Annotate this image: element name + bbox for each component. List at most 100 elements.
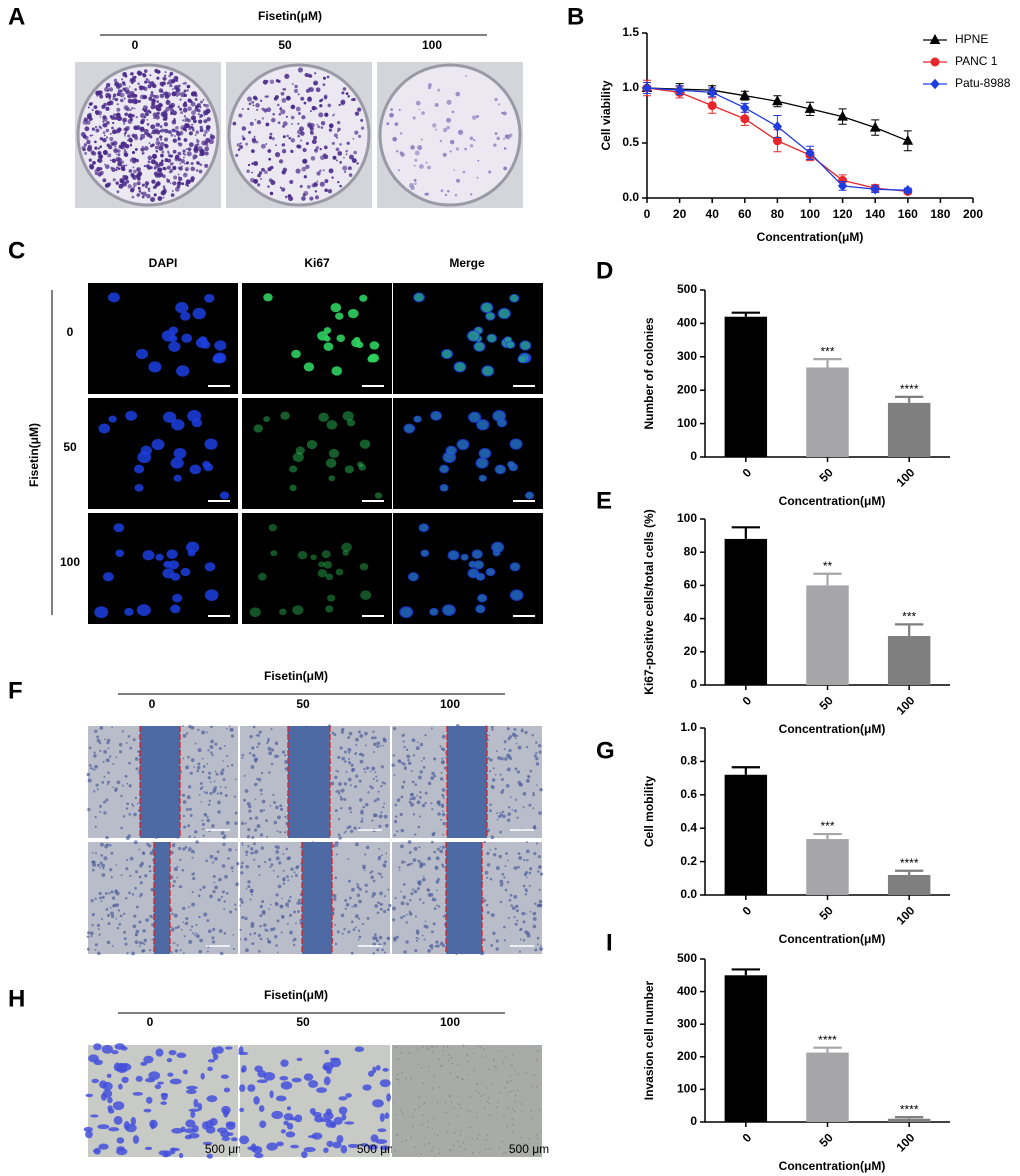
colony xyxy=(281,187,286,192)
ki67 xyxy=(409,572,418,581)
colony xyxy=(286,134,289,138)
cell xyxy=(182,800,187,804)
cell xyxy=(134,940,139,944)
colony xyxy=(449,139,455,145)
colony xyxy=(337,127,341,132)
colony xyxy=(142,105,148,111)
colony xyxy=(277,79,281,83)
invaded-cell xyxy=(280,1129,286,1134)
cell xyxy=(141,949,145,953)
cell xyxy=(351,769,354,773)
cell xyxy=(525,778,530,783)
cell xyxy=(413,889,418,894)
pore xyxy=(479,1095,482,1098)
cell xyxy=(259,833,264,837)
cell xyxy=(253,759,258,763)
pore xyxy=(396,1133,399,1136)
colony xyxy=(166,92,172,97)
nucleus xyxy=(418,523,430,533)
cell xyxy=(264,860,267,864)
colony xyxy=(285,115,288,118)
ki67 xyxy=(421,550,429,557)
y-tick-label: 60 xyxy=(684,578,698,592)
cell xyxy=(381,781,384,784)
cell xyxy=(406,902,410,906)
cell xyxy=(103,856,108,861)
cell xyxy=(110,890,114,894)
pore xyxy=(412,1125,415,1127)
colony xyxy=(111,158,117,163)
invaded-cell xyxy=(269,1090,274,1099)
cell xyxy=(374,936,378,940)
y-axis-label: Number of colonies xyxy=(642,317,656,429)
cell xyxy=(289,913,293,917)
cell xyxy=(490,944,494,947)
cell xyxy=(335,853,338,856)
cell xyxy=(407,758,410,762)
colony xyxy=(179,98,182,101)
cell xyxy=(241,861,244,865)
pore xyxy=(409,1136,412,1139)
colony xyxy=(133,185,136,188)
pore xyxy=(469,1096,471,1098)
colony xyxy=(187,106,192,111)
cell xyxy=(287,856,291,860)
cell xyxy=(135,870,139,874)
panel-letter: A xyxy=(8,3,25,30)
colony xyxy=(130,99,136,104)
cell xyxy=(282,869,285,872)
colony xyxy=(351,158,357,163)
colony xyxy=(272,112,276,116)
cell xyxy=(372,813,377,818)
cell xyxy=(240,900,244,904)
ki67 xyxy=(291,349,301,359)
cell xyxy=(251,942,255,945)
colony xyxy=(112,93,117,97)
pore xyxy=(431,1149,433,1152)
cell xyxy=(124,942,128,946)
colony xyxy=(415,100,421,106)
colony xyxy=(300,131,305,136)
cell xyxy=(128,761,131,765)
cell xyxy=(124,774,128,778)
cell xyxy=(358,899,362,904)
cell xyxy=(507,755,512,760)
cell xyxy=(86,935,90,938)
cell xyxy=(440,818,442,821)
pore xyxy=(400,1051,403,1054)
cell xyxy=(279,804,283,808)
colony xyxy=(303,175,307,179)
cell xyxy=(509,893,513,897)
nucleus xyxy=(136,604,151,617)
colony xyxy=(335,159,338,162)
invaded-cell xyxy=(263,1071,276,1081)
invaded-cell xyxy=(144,1146,153,1151)
cell xyxy=(277,951,279,954)
pore xyxy=(462,1044,465,1046)
pore xyxy=(509,1080,512,1082)
colony xyxy=(278,159,284,164)
colony xyxy=(132,182,137,187)
invaded-cell xyxy=(323,1076,331,1086)
colony xyxy=(185,123,190,128)
colony xyxy=(195,104,199,109)
cell xyxy=(513,866,518,870)
cell xyxy=(187,755,190,759)
colony xyxy=(261,117,265,120)
invaded-cell xyxy=(88,1054,99,1063)
cell xyxy=(343,831,346,834)
cell xyxy=(535,751,538,755)
cell xyxy=(377,790,380,793)
cell xyxy=(111,945,114,947)
cell xyxy=(430,776,434,781)
cell xyxy=(129,856,134,861)
column-label: 100 xyxy=(440,697,460,711)
pore xyxy=(420,1066,423,1069)
x-axis-label: Concentration(μM) xyxy=(779,1159,886,1173)
cell xyxy=(188,835,191,839)
x-tick-label: 80 xyxy=(771,207,785,221)
cell xyxy=(393,938,397,942)
colony xyxy=(353,150,357,155)
cell xyxy=(182,725,184,727)
colony xyxy=(194,145,198,150)
